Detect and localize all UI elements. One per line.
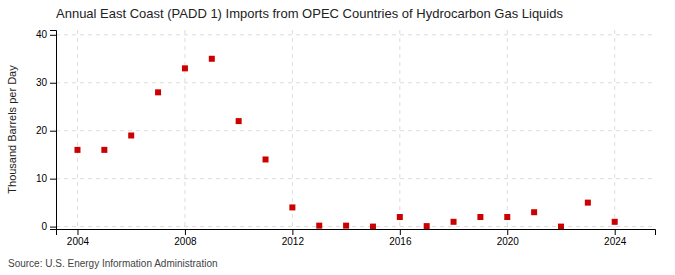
y-tick-mark bbox=[50, 83, 56, 84]
x-tick: 2004 bbox=[67, 229, 90, 247]
x-tick: 2012 bbox=[282, 229, 305, 247]
x-tick-mark bbox=[400, 229, 401, 235]
x-tick-mark bbox=[185, 229, 186, 235]
point bbox=[558, 224, 564, 229]
y-axis: 0 10 20 30 40 bbox=[36, 29, 57, 232]
point bbox=[263, 156, 269, 162]
x-grid-line bbox=[292, 30, 293, 229]
point bbox=[101, 147, 107, 153]
point bbox=[504, 214, 510, 220]
plot: 2004 2008 2012 2016 2020 2024 0 10 20 30 40 bbox=[36, 29, 656, 247]
y-tick-label: 20 bbox=[36, 125, 48, 136]
point bbox=[531, 209, 537, 215]
x-tick-label: 2024 bbox=[604, 236, 627, 247]
x-tick-label: 2012 bbox=[282, 236, 305, 247]
y-tick-label: 30 bbox=[36, 77, 48, 88]
y-grid-line bbox=[56, 226, 655, 227]
grid bbox=[56, 30, 655, 229]
x-tick-label: 2020 bbox=[497, 236, 520, 247]
y-tick-label: 10 bbox=[36, 173, 48, 184]
x-grid-line bbox=[184, 30, 185, 229]
y-tick: 20 bbox=[36, 125, 56, 136]
y-tick-mark bbox=[50, 179, 56, 180]
source-note: Source: U.S. Energy Information Administ… bbox=[8, 258, 218, 269]
point bbox=[370, 224, 376, 229]
y-tick-label: 40 bbox=[36, 29, 48, 40]
x-tick-label: 2004 bbox=[67, 236, 90, 247]
x-axis-line bbox=[57, 230, 656, 236]
x-grid-line bbox=[507, 30, 508, 229]
y-tick-mark bbox=[50, 35, 56, 36]
point bbox=[585, 200, 591, 206]
x-grid-line bbox=[77, 30, 78, 229]
y-axis-line bbox=[50, 31, 57, 230]
y-grid-line bbox=[56, 34, 655, 35]
x-axis: 2004 2008 2012 2016 2020 2024 bbox=[57, 229, 656, 247]
x-tick-label: 2016 bbox=[389, 236, 412, 247]
x-tick-mark bbox=[507, 229, 508, 235]
points bbox=[74, 56, 617, 229]
point bbox=[289, 204, 295, 210]
point bbox=[612, 219, 618, 225]
y-tick: 40 bbox=[36, 29, 56, 40]
x-grid-line bbox=[614, 30, 615, 229]
point bbox=[424, 223, 430, 229]
x-tick: 2008 bbox=[174, 229, 197, 247]
chart: 2004 2008 2012 2016 2020 2024 0 10 20 30 40 Annual … bbox=[0, 0, 675, 275]
point bbox=[182, 65, 188, 71]
point bbox=[209, 56, 215, 62]
point bbox=[316, 223, 322, 229]
point bbox=[155, 89, 161, 95]
point bbox=[343, 223, 349, 229]
y-tick-mark bbox=[50, 227, 56, 228]
y-tick: 30 bbox=[36, 77, 56, 88]
point bbox=[74, 147, 80, 153]
y-tick-label: 0 bbox=[41, 221, 47, 232]
x-tick-mark bbox=[615, 229, 616, 235]
y-tick-mark bbox=[50, 131, 56, 132]
y-grid-line bbox=[56, 178, 655, 179]
point bbox=[451, 219, 457, 225]
x-grid-line bbox=[399, 30, 400, 229]
x-tick: 2024 bbox=[604, 229, 627, 247]
x-tick-mark bbox=[77, 229, 78, 235]
y-tick: 10 bbox=[36, 173, 56, 184]
y-grid-line bbox=[56, 130, 655, 131]
x-tick: 2016 bbox=[389, 229, 412, 247]
x-tick: 2020 bbox=[497, 229, 520, 247]
point bbox=[128, 132, 134, 138]
point bbox=[477, 214, 483, 220]
y-tick: 0 bbox=[41, 221, 56, 232]
point bbox=[236, 118, 242, 124]
x-tick-label: 2008 bbox=[174, 236, 197, 247]
title: Annual East Coast (PADD 1) Imports from … bbox=[56, 6, 563, 21]
x-tick-mark bbox=[292, 229, 293, 235]
y-grid-line bbox=[56, 82, 655, 83]
y-axis-title: Thousand Barrels per Day bbox=[6, 65, 18, 194]
point bbox=[397, 214, 403, 220]
